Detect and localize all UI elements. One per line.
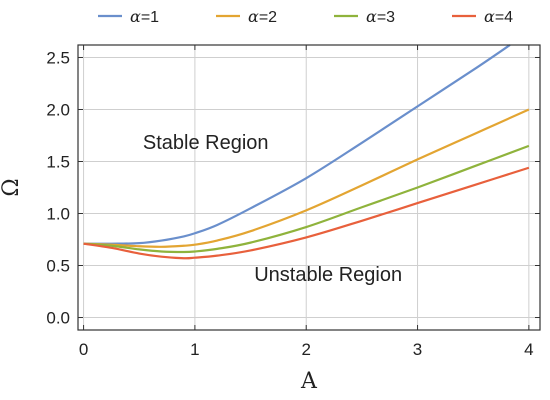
y-tick-label: 0.0 (46, 309, 70, 328)
legend-label: α=4 (484, 7, 513, 26)
x-tick-label: 0 (79, 340, 88, 359)
series-line-alpha-3 (83, 144, 530, 254)
legend-symbol: α (366, 7, 377, 26)
legend-symbol: α (484, 7, 495, 26)
legend-item-alpha-4: α=4 (452, 7, 513, 26)
x-axis-title: A (300, 369, 318, 394)
series-line-alpha-4 (83, 166, 530, 260)
y-tick-label: 2.0 (46, 100, 70, 119)
legend-value: =4 (495, 9, 513, 26)
legend-symbol: α (248, 7, 259, 26)
plot-frame (77, 44, 541, 331)
series-line-alpha-1 (83, 44, 511, 245)
legend-label: α=3 (366, 7, 395, 26)
legend-value: =3 (377, 9, 395, 26)
grid-lines (78, 45, 540, 330)
y-tick-label: 0.5 (46, 257, 70, 276)
legend-value: =1 (141, 9, 159, 26)
x-tick-label: 2 (301, 340, 310, 359)
y-axis-title: Ω (0, 178, 24, 196)
x-axis-ticks: 0 1 2 3 4 (79, 45, 534, 359)
legend-value: =2 (259, 9, 277, 26)
legend-item-alpha-3: α=3 (334, 7, 395, 26)
y-tick-label: 1.0 (46, 205, 70, 224)
x-tick-label: 3 (413, 340, 422, 359)
x-tick-label: 4 (524, 340, 533, 359)
series-line-alpha-2 (83, 108, 530, 248)
legend-symbol: α (130, 7, 141, 26)
stable-region-annotation: Stable Region (143, 132, 269, 154)
x-tick-label: 1 (190, 340, 199, 359)
legend: α=1 α=2 α=3 α=4 (98, 7, 513, 26)
y-tick-label: 2.5 (46, 48, 70, 67)
legend-item-alpha-2: α=2 (216, 7, 277, 26)
unstable-region-annotation: Unstable Region (254, 264, 402, 286)
legend-label: α=2 (248, 7, 277, 26)
y-axis-ticks: 0.0 0.5 1.0 1.5 2.0 2.5 (46, 48, 540, 328)
y-tick-label: 1.5 (46, 152, 70, 171)
series-lines (83, 44, 530, 260)
legend-item-alpha-1: α=1 (98, 7, 159, 26)
legend-label: α=1 (130, 7, 159, 26)
